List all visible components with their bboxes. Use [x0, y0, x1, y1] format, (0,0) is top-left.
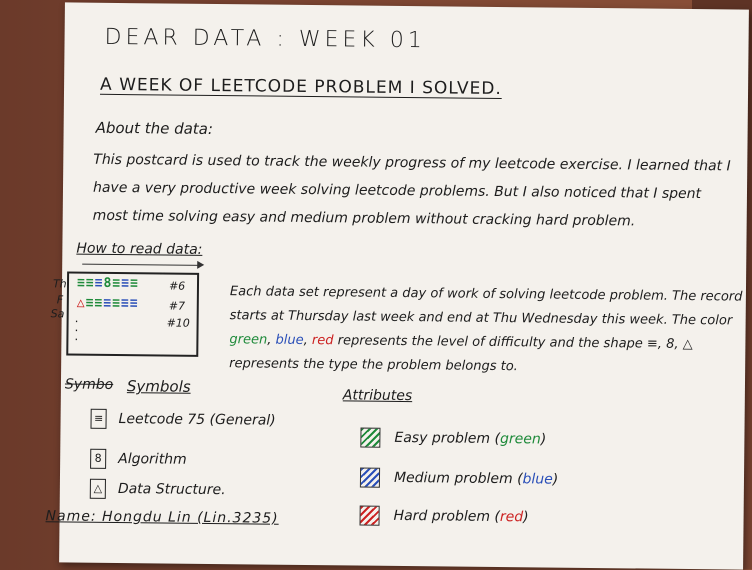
symbol-label: Data Structure. — [117, 481, 226, 499]
about-paragraph: This postcard is used to track the weekl… — [92, 151, 731, 230]
row-glyphs: ≡≡≡8≡≡≡ — [76, 275, 139, 292]
attribute-item: Hard problem (red) — [359, 505, 529, 528]
row-label: Th — [52, 277, 67, 291]
symbol-item: △ Data Structure. — [89, 478, 226, 500]
blue-hatch-icon — [359, 467, 381, 488]
row-count: #7 — [168, 299, 186, 313]
red-hatch-icon — [359, 505, 380, 526]
about-heading: About the data: — [95, 118, 214, 138]
attributes-heading: Attributes — [342, 387, 413, 405]
row-label: F — [56, 293, 64, 307]
attribute-color: red — [499, 509, 524, 526]
attribute-label: Easy problem — [394, 429, 491, 447]
algorithm-symbol-icon: 8 — [90, 448, 107, 469]
desc-sep: , — [267, 332, 276, 348]
attribute-color: green — [499, 431, 541, 448]
row-label: Sa — [50, 307, 65, 321]
crossed-out-word: Symbo — [64, 376, 114, 393]
attribute-item: Medium problem (blue) — [359, 467, 559, 490]
author-name: Name: Hongdu Lin (Lin.3235) — [45, 508, 279, 527]
row-count: #10 — [166, 316, 190, 330]
row-count: #6 — [168, 279, 186, 293]
desc-blue: blue — [275, 332, 304, 348]
postcard: DEAR DATA : WEEK 01 A WEEK OF LEETCODE P… — [45, 2, 749, 570]
symbols-heading: Symbols — [126, 377, 191, 396]
symbol-item: 8 Algorithm — [90, 448, 187, 470]
desc-text: Each data set represent a day of work of… — [229, 284, 743, 329]
read-description: Each data set represent a day of work of… — [229, 280, 746, 381]
attribute-label: Medium problem — [393, 469, 513, 488]
card-subtitle: A WEEK OF LEETCODE PROBLEM I SOLVED. — [99, 74, 502, 100]
desc-green: green — [229, 332, 268, 348]
attribute-label: Hard problem — [393, 507, 491, 525]
how-to-heading: How to read data: — [76, 240, 203, 258]
arrow-icon — [82, 263, 203, 266]
green-hatch-icon — [360, 427, 381, 448]
legend-sample-box: Th ≡≡≡8≡≡≡ #6 F △≡≡≡≡≡≡ #7 Sa · · · #10 — [51, 271, 200, 357]
row-glyphs: △≡≡≡≡≡≡ — [76, 295, 139, 312]
symbol-label: Leetcode 75 (General) — [118, 411, 276, 429]
symbol-item: ≡ Leetcode 75 (General) — [90, 408, 276, 431]
symbol-label: Algorithm — [118, 451, 187, 468]
data-structure-symbol-icon: △ — [89, 478, 106, 499]
continuation-dots: · · · — [74, 314, 79, 347]
card-title: DEAR DATA : WEEK 01 — [104, 24, 426, 54]
attribute-item: Easy problem (green) — [360, 427, 546, 450]
attribute-color: blue — [522, 471, 553, 488]
general-symbol-icon: ≡ — [90, 408, 107, 429]
desc-red: red — [311, 333, 334, 349]
